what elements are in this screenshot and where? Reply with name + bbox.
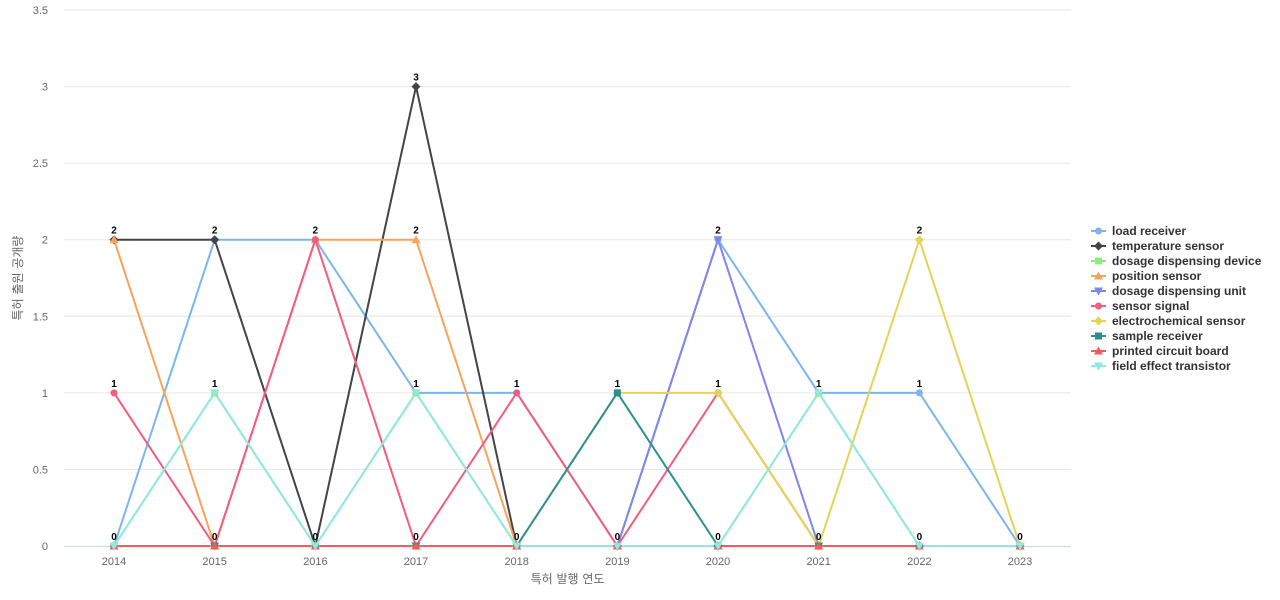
data-label: 2 [212, 226, 218, 237]
data-point-marker [210, 541, 220, 550]
data-label: 2 [111, 226, 117, 237]
data-label: 2 [413, 226, 419, 237]
legend-symbol-marker [1095, 257, 1102, 265]
data-point-marker [612, 542, 622, 551]
data-label: 0 [413, 532, 419, 543]
legend-symbol-marker [1094, 362, 1103, 371]
legend-symbol-marker [1094, 346, 1103, 355]
legend-symbol-marker [1095, 332, 1102, 340]
y-tick-label: 3 [42, 82, 48, 94]
data-label: 2 [313, 226, 319, 237]
legend-item: sample receiver [1112, 329, 1203, 343]
legend-item: sensor signal [1112, 299, 1189, 313]
x-tick-label: 2016 [303, 556, 327, 568]
legend-symbol-marker [1094, 316, 1103, 326]
x-tick-label: 2021 [806, 556, 830, 568]
data-label: 1 [715, 379, 721, 390]
x-tick-label: 2022 [907, 556, 931, 568]
data-point-marker [914, 235, 924, 245]
data-label: 0 [212, 532, 218, 543]
y-tick-label: 2 [42, 235, 48, 247]
data-point-marker [914, 542, 924, 551]
data-point-marker [411, 82, 421, 92]
data-label: 1 [413, 379, 419, 390]
x-tick-label: 2023 [1008, 556, 1032, 568]
data-label: 0 [816, 532, 822, 543]
legend-symbol-marker [1094, 271, 1103, 280]
data-point-marker [411, 389, 421, 398]
data-point-marker [310, 542, 320, 551]
data-label: 0 [1017, 532, 1023, 543]
x-axis-ticks: 2014 2015 2016 2017 2018 2019 2020 2021 2022 2023 [102, 556, 1033, 568]
legend-symbol-marker [1094, 287, 1103, 296]
data-point-marker [713, 542, 723, 551]
data-point-marker [210, 389, 220, 398]
y-axis-ticks: 0 0.5 1 1.5 2 2.5 3 3.5 [33, 5, 48, 553]
data-label: 0 [615, 532, 621, 543]
data-label: 2 [917, 226, 923, 237]
data-labels: 2 1 0 2 1 0 2 0 3 2 1 0 1 0 1 0 2 1 0 1 0 2 1 0 0 [111, 73, 1023, 543]
data-label: 1 [615, 379, 621, 390]
data-point-marker [411, 235, 421, 244]
series-lines [113, 85, 1021, 547]
data-label: 0 [111, 532, 117, 543]
legend-item: electrochemical sensor [1112, 314, 1246, 328]
data-label: 1 [514, 379, 520, 390]
data-point-marker [814, 389, 824, 398]
y-tick-label: 0.5 [33, 464, 48, 476]
y-tick-label: 2.5 [33, 158, 48, 170]
data-point-marker [411, 541, 421, 550]
x-tick-label: 2018 [504, 556, 528, 568]
data-point-marker [311, 236, 319, 244]
x-axis-title: 특허 발행 연도 [531, 571, 605, 586]
x-tick-label: 2017 [404, 556, 428, 568]
data-label: 0 [715, 532, 721, 543]
legend-item: position sensor [1112, 269, 1202, 283]
series-markers [109, 82, 1025, 551]
y-axis-title: 특허 출원 공개량 [11, 236, 25, 321]
legend-symbol-marker [1094, 241, 1103, 251]
data-label: 1 [212, 379, 218, 390]
legend-item: temperature sensor [1112, 239, 1224, 253]
x-tick-label: 2019 [605, 556, 629, 568]
data-label: 2 [715, 226, 721, 237]
legend-item: load receiver [1112, 224, 1186, 238]
data-label: 1 [917, 379, 923, 390]
legend-item: dosage dispensing unit [1112, 284, 1246, 298]
x-tick-label: 2020 [706, 556, 730, 568]
data-label: 0 [313, 532, 319, 543]
data-label: 3 [413, 73, 419, 84]
data-label: 1 [816, 379, 822, 390]
data-point-marker [210, 235, 220, 245]
data-point-marker [713, 388, 723, 398]
legend-symbol-marker [1095, 302, 1102, 310]
legend-item: printed circuit board [1112, 344, 1229, 358]
data-label: 1 [111, 379, 117, 390]
data-point-marker [613, 389, 621, 397]
legend-symbol-marker [1095, 227, 1102, 235]
x-tick-label: 2014 [102, 556, 126, 568]
data-point-marker [110, 389, 118, 397]
data-point-marker [1015, 542, 1025, 551]
series-line [113, 391, 1021, 547]
legend-item: dosage dispensing device [1112, 254, 1262, 268]
data-point-marker [512, 542, 522, 551]
y-tick-label: 0 [42, 541, 48, 553]
data-point-marker [814, 541, 824, 550]
legend-item: field effect transistor [1112, 359, 1231, 373]
y-tick-label: 1.5 [33, 311, 48, 323]
data-label: 0 [917, 532, 923, 543]
y-tick-label: 3.5 [33, 5, 48, 17]
data-point-marker [109, 542, 119, 551]
x-tick-label: 2015 [202, 556, 226, 568]
data-label: 0 [514, 532, 520, 543]
data-point-marker [713, 236, 723, 245]
data-point-marker [915, 389, 923, 397]
data-point-marker [513, 389, 521, 397]
data-point-marker [109, 235, 119, 244]
y-tick-label: 1 [42, 388, 48, 400]
